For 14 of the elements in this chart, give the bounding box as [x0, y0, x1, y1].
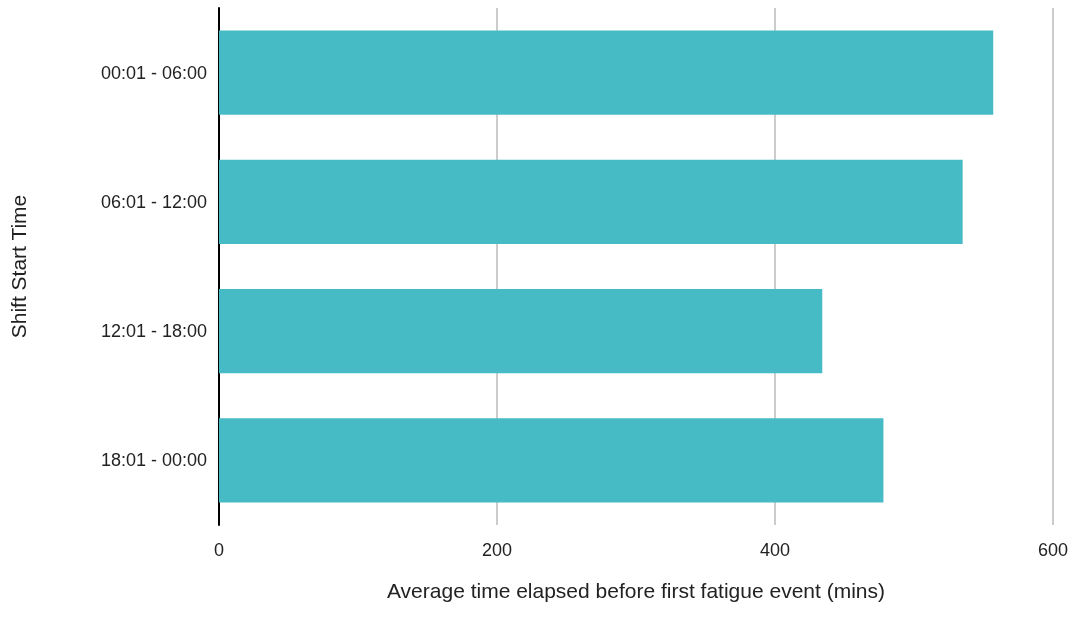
x-tick-label: 200 — [481, 540, 513, 560]
bar — [219, 289, 823, 374]
y-tick-label: 12:01 - 18:00 — [100, 321, 207, 342]
bar — [219, 30, 994, 115]
x-axis-title: Average time elapsed before first fatigue event (mins) — [386, 579, 886, 602]
bar — [219, 418, 884, 503]
y-tick-label: 18:01 - 00:00 — [100, 450, 207, 471]
y-axis-title: Shift Start Time — [7, 194, 30, 339]
y-tick-label: 06:01 - 12:00 — [100, 191, 207, 212]
x-tick-label: 400 — [759, 540, 791, 560]
y-tick-label: 00:01 - 06:00 — [100, 62, 207, 83]
x-tick-label: 600 — [1037, 540, 1069, 560]
bar — [219, 159, 963, 244]
x-tick-label: 0 — [213, 540, 225, 560]
